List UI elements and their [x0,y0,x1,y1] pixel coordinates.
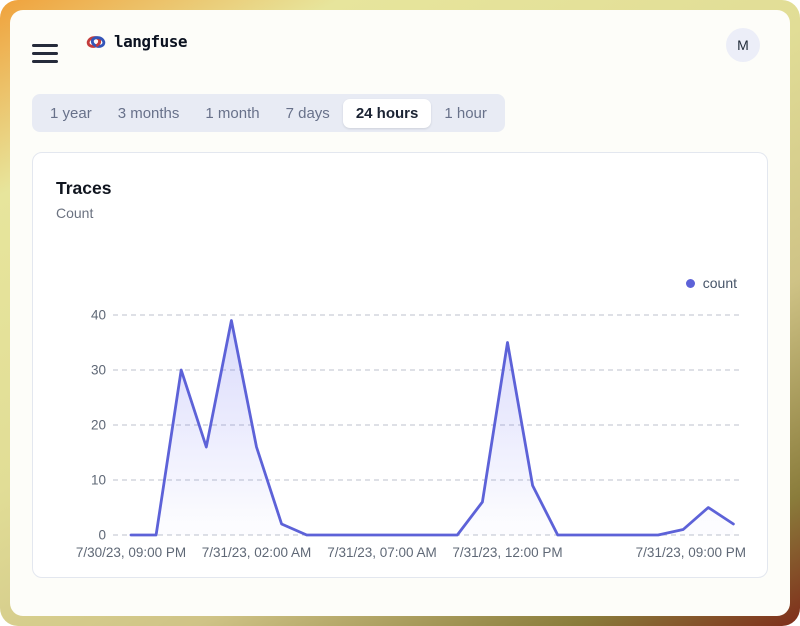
legend-dot-count [685,278,695,288]
svg-text:10: 10 [91,473,106,488]
tab-1-month[interactable]: 1 month [192,99,272,128]
traces-area-chart: 0 10 20 30 40 7/30/23, 09:00 PM 7/31/23, 02:00… [76,308,746,561]
user-avatar[interactable]: M [726,28,760,62]
svg-text:7/31/23, 07:00 AM: 7/31/23, 07:00 AM [327,545,437,560]
knot-icon [86,34,106,50]
svg-text:7/31/23, 12:00 PM: 7/31/23, 12:00 PM [452,545,562,560]
card-subtitle: Count [56,205,94,221]
time-range-tabbar: 1 year 3 months 1 month 7 days 24 hours … [32,94,505,132]
card-title: Traces [56,178,112,198]
svg-text:20: 20 [91,418,106,433]
svg-text:30: 30 [91,363,106,378]
app-window: langfuse M 1 year 3 months 1 month 7 day… [10,10,790,616]
tab-7-days[interactable]: 7 days [273,99,343,128]
svg-text:0: 0 [98,528,106,543]
hamburger-menu-icon[interactable] [32,35,72,71]
svg-text:40: 40 [91,308,106,323]
top-header: langfuse M [10,10,790,84]
tab-1-year[interactable]: 1 year [37,99,105,128]
tab-1-hour[interactable]: 1 hour [431,99,500,128]
tab-3-months[interactable]: 3 months [105,99,193,128]
brand-wordmark: langfuse [114,32,188,51]
traces-card: Traces Count count 0 10 20 30 40 7/30/23, 09:… [32,152,768,578]
brand[interactable]: langfuse [86,32,188,51]
chart-legend: count [685,275,737,291]
tab-24-hours[interactable]: 24 hours [342,98,432,128]
svg-text:7/31/23, 09:00 PM: 7/31/23, 09:00 PM [636,545,746,560]
legend-label-count: count [702,275,737,291]
svg-text:7/31/23, 02:00 AM: 7/31/23, 02:00 AM [202,545,312,560]
svg-text:7/30/23, 09:00 PM: 7/30/23, 09:00 PM [76,545,186,560]
